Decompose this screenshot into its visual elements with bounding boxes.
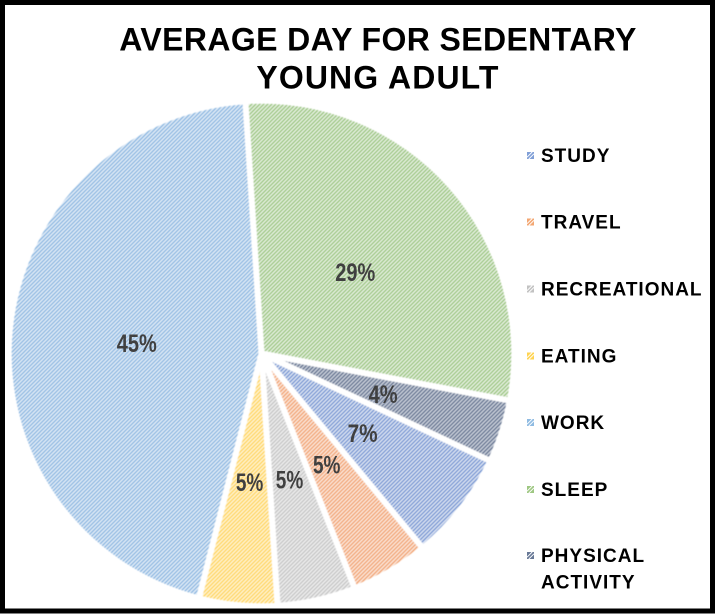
svg-text:4%: 4% [369, 381, 398, 409]
svg-text:SLEEP: SLEEP [541, 480, 608, 501]
svg-text:AVERAGE DAY FOR SEDENTARY: AVERAGE DAY FOR SEDENTARY [119, 21, 636, 57]
svg-text:ACTIVITY: ACTIVITY [541, 573, 636, 594]
svg-text:WORK: WORK [541, 413, 605, 434]
svg-text:5%: 5% [313, 452, 341, 480]
svg-text:EATING: EATING [541, 347, 617, 368]
svg-text:RECREATIONAL: RECREATIONAL [541, 280, 703, 301]
svg-text:YOUNG ADULT: YOUNG ADULT [256, 59, 499, 95]
svg-text:PHYSICAL: PHYSICAL [541, 546, 645, 567]
svg-text:7%: 7% [348, 420, 378, 448]
svg-text:45%: 45% [117, 330, 157, 358]
svg-text:29%: 29% [335, 259, 375, 287]
svg-text:STUDY: STUDY [541, 146, 610, 167]
svg-text:5%: 5% [276, 467, 304, 495]
svg-text:5%: 5% [236, 469, 264, 497]
svg-text:TRAVEL: TRAVEL [541, 213, 622, 234]
